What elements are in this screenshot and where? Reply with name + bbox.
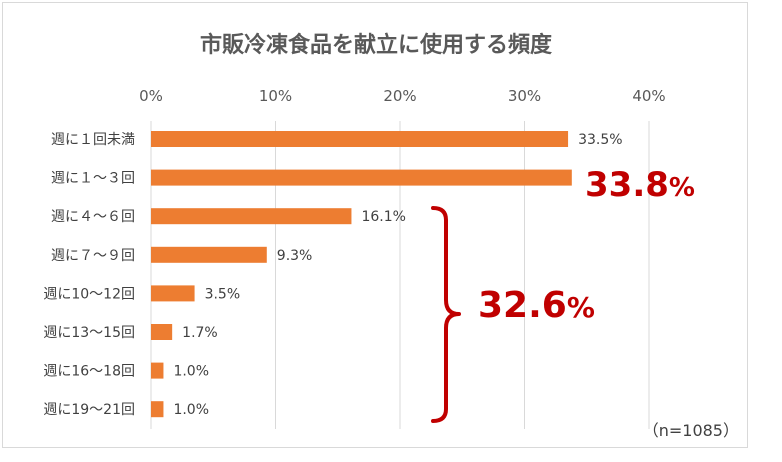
x-tick-label: 30% bbox=[508, 87, 541, 105]
bar bbox=[151, 169, 572, 186]
data-label: 16.1% bbox=[361, 209, 405, 225]
bar-series bbox=[151, 131, 572, 418]
bar bbox=[151, 131, 569, 147]
y-axis-categories: 週に１回未満週に１～３回週に４～６回週に７～９回週に10～12回週に13～15回… bbox=[43, 132, 135, 418]
group-total-number: 32.6 bbox=[478, 285, 567, 326]
data-label: 1.7% bbox=[182, 325, 218, 341]
highlight-unit: % bbox=[669, 173, 695, 203]
bar bbox=[151, 324, 173, 340]
category-label: 週に13～15回 bbox=[43, 325, 135, 341]
group-bracket bbox=[431, 206, 461, 423]
category-label: 週に４～６回 bbox=[51, 209, 135, 225]
bar bbox=[151, 246, 267, 263]
bar bbox=[151, 362, 164, 379]
data-label: 3.5% bbox=[205, 286, 241, 302]
category-label: 週に１回未満 bbox=[51, 132, 135, 148]
group-total-value: 32.6% bbox=[478, 285, 595, 326]
group-total-unit: % bbox=[567, 291, 595, 324]
category-label: 週に16～18回 bbox=[43, 364, 135, 380]
highlight-value: 33.8% bbox=[585, 165, 695, 205]
bar bbox=[151, 285, 195, 302]
chart-title: 市販冷凍食品を献立に使用する頻度 bbox=[200, 32, 553, 58]
sample-size-note: （n=1085） bbox=[643, 421, 739, 440]
chart-frame: 市販冷凍食品を献立に使用する頻度 0% 10% 20% 30% 40% 33.5% 16.… bbox=[2, 2, 748, 448]
highlight-number: 33.8 bbox=[585, 165, 669, 205]
x-tick-label: 20% bbox=[383, 87, 416, 105]
x-tick-label: 40% bbox=[632, 87, 665, 105]
grid-layer bbox=[150, 121, 650, 429]
data-label: 9.3% bbox=[277, 248, 313, 264]
data-label: 1.0% bbox=[173, 364, 209, 380]
category-label: 週に10～12回 bbox=[43, 286, 135, 302]
category-label: 週に19～21回 bbox=[43, 402, 135, 418]
x-tick-label: 10% bbox=[259, 87, 292, 105]
chart-canvas: 市販冷凍食品を献立に使用する頻度 0% 10% 20% 30% 40% 33.5% 16.… bbox=[43, 32, 739, 440]
data-label: 33.5% bbox=[578, 132, 622, 148]
category-label: 週に７～９回 bbox=[51, 248, 135, 264]
data-labels: 33.5% 16.1% 9.3% 3.5% 1.7% 1.0% 1.0% bbox=[173, 132, 622, 418]
bar bbox=[151, 208, 352, 225]
category-label: 週に１～３回 bbox=[51, 171, 135, 187]
data-label: 1.0% bbox=[173, 402, 209, 418]
x-tick-label: 0% bbox=[139, 87, 163, 105]
bar bbox=[151, 401, 164, 418]
x-axis-ticks: 0% 10% 20% 30% 40% bbox=[139, 87, 666, 105]
